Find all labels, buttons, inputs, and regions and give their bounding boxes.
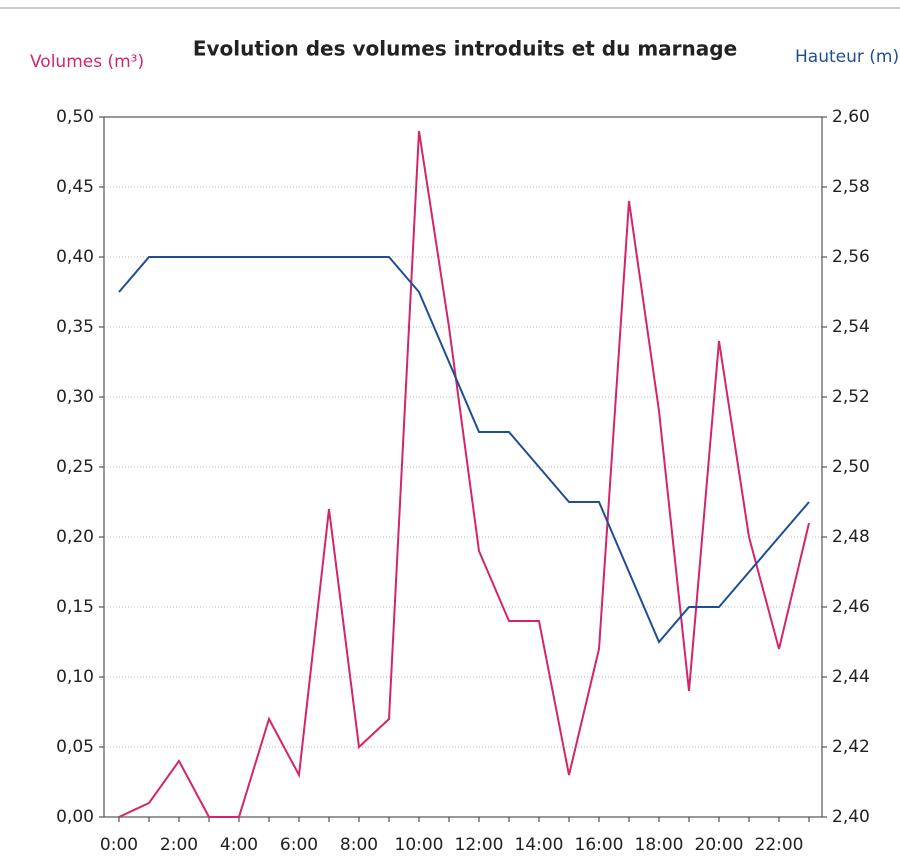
y2-tick-label: 2,52 xyxy=(832,387,870,407)
x-tick-label: 18:00 xyxy=(635,835,684,855)
y2-tick-label: 2,60 xyxy=(832,107,870,127)
y-tick-label: 0,25 xyxy=(56,457,94,477)
y-tick-label: 0,15 xyxy=(56,597,94,617)
y2-tick-label: 2,58 xyxy=(832,177,870,197)
plot-frame xyxy=(103,116,823,818)
x-tick-label: 16:00 xyxy=(575,835,624,855)
x-tick-label: 0:00 xyxy=(100,835,138,855)
x-tick-label: 12:00 xyxy=(455,835,504,855)
x-tick-label: 2:00 xyxy=(160,835,198,855)
x-tick-label: 10:00 xyxy=(395,835,444,855)
y-axis-label: Volumes (m³) xyxy=(30,52,144,72)
y2-tick-label: 2,56 xyxy=(832,247,870,267)
x-tick-label: 20:00 xyxy=(695,835,744,855)
y2-tick-label: 2,54 xyxy=(832,317,870,337)
x-tick-label: 6:00 xyxy=(280,835,318,855)
y-tick-label: 0,00 xyxy=(56,807,94,827)
x-tick-label: 8:00 xyxy=(340,835,378,855)
y-tick-label: 0,35 xyxy=(56,317,94,337)
y2-tick-label: 2,44 xyxy=(832,667,870,687)
y-tick-label: 0,10 xyxy=(56,667,94,687)
x-tick-label: 22:00 xyxy=(755,835,804,855)
series-line xyxy=(118,130,810,818)
y2-axis-label: Hauteur (m) xyxy=(795,47,899,67)
x-tick-label: 14:00 xyxy=(515,835,564,855)
y2-tick-label: 2,42 xyxy=(832,737,870,757)
y2-tick-label: 2,46 xyxy=(832,597,870,617)
x-tick-label: 4:00 xyxy=(220,835,258,855)
y2-tick-label: 2,48 xyxy=(832,527,870,547)
series-line xyxy=(118,256,810,644)
y-tick-label: 0,05 xyxy=(56,737,94,757)
y2-tick-label: 2,40 xyxy=(832,807,870,827)
y-tick-label: 0,50 xyxy=(56,107,94,127)
y-tick-label: 0,30 xyxy=(56,387,94,407)
y-tick-label: 0,20 xyxy=(56,527,94,547)
y-tick-label: 0,45 xyxy=(56,177,94,197)
y2-tick-label: 2,50 xyxy=(832,457,870,477)
chart-title: Evolution des volumes introduits et du m… xyxy=(193,37,737,61)
y-tick-label: 0,40 xyxy=(56,247,94,267)
